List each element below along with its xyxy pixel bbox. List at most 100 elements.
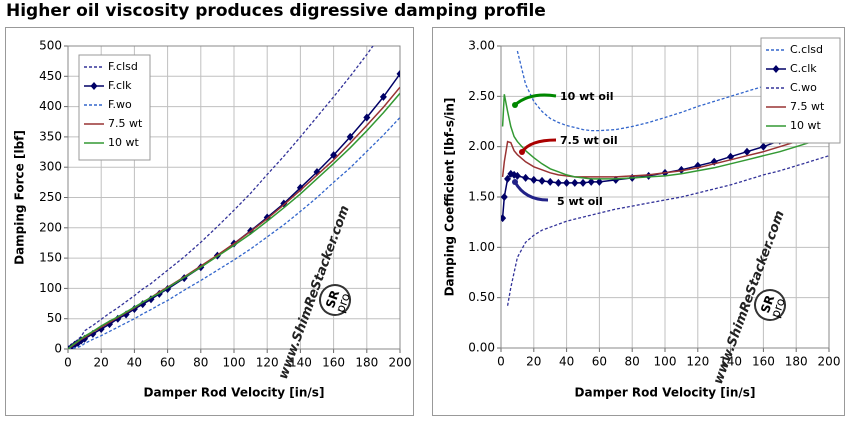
y-axis-label: Damping Coefficient [lbf-s/in] [443, 98, 457, 297]
x-tick-label: 100 [654, 355, 677, 369]
watermark-mark: SR [323, 288, 342, 310]
y-tick-label: 2.00 [468, 139, 495, 153]
y-tick-label: 2.50 [468, 89, 495, 103]
x-tick-label: 140 [289, 356, 312, 370]
data-point [507, 169, 515, 178]
page-title: Higher oil viscosity produces digressive… [6, 1, 546, 21]
legend-label: C.clsd [790, 43, 823, 56]
data-point [595, 177, 603, 186]
data-point [612, 175, 620, 184]
watermark-badge [754, 289, 786, 321]
y-tick-label: 300 [39, 160, 62, 174]
plot-frame [67, 45, 401, 350]
data-point [677, 165, 685, 174]
data-point [554, 178, 562, 187]
data-point [501, 214, 507, 223]
y-tick-label: 50 [47, 311, 62, 325]
x-tick-label: 0 [64, 356, 72, 370]
x-axis-label: Damper Rod Velocity [in/s] [144, 386, 325, 400]
data-point [645, 171, 653, 180]
data-point [363, 113, 371, 122]
data-point [538, 176, 546, 185]
x-tick-label: 200 [389, 356, 412, 370]
series-line [68, 86, 400, 349]
x-tick-label: 120 [686, 355, 709, 369]
data-point [513, 171, 521, 180]
legend-label: 7.5 wt [790, 100, 825, 113]
x-tick-label: 60 [160, 356, 175, 370]
annotation-head [512, 179, 518, 185]
annotation-arrow [513, 181, 549, 202]
series-line [516, 50, 829, 132]
legend-marker [90, 82, 98, 90]
legend-label: 10 wt [790, 119, 821, 132]
y-tick-label: 500 [39, 39, 62, 53]
data-point [743, 147, 751, 156]
series-group [68, 46, 400, 349]
x-tick-label: 0 [497, 355, 505, 369]
x-tick-label: 200 [818, 355, 841, 369]
watermark-mark: SR [758, 293, 777, 315]
y-tick-label: 100 [39, 281, 62, 295]
data-point [759, 142, 767, 151]
x-tick-label: 140 [719, 355, 742, 369]
data-point [504, 174, 512, 183]
x-tick-label: 40 [127, 356, 142, 370]
y-tick-label: 450 [39, 69, 62, 83]
series-line [68, 92, 400, 349]
data-point [396, 69, 400, 78]
data-point [546, 177, 554, 186]
x-tick-label: 180 [355, 356, 378, 370]
watermark-sub: pro [333, 291, 353, 314]
annotation-arrow [514, 93, 557, 107]
x-tick-label: 60 [592, 355, 607, 369]
x-tick-label: 20 [526, 355, 541, 369]
x-tick-label: 80 [625, 355, 640, 369]
data-point [563, 178, 571, 187]
y-tick-label: 0.50 [468, 290, 495, 304]
y-tick-label: 3.00 [468, 39, 495, 53]
data-point [139, 300, 147, 309]
legend-label: F.clsd [108, 60, 138, 73]
y-tick-label: 1.00 [468, 240, 495, 254]
legend-label: C.wo [790, 81, 817, 94]
legend-box [78, 54, 151, 161]
watermark-sub: pro [768, 296, 788, 319]
x-tick-label: 120 [256, 356, 279, 370]
legend-label: F.clk [108, 79, 132, 92]
legend-label: F.wo [108, 98, 132, 111]
chart-panel [5, 27, 414, 416]
annotation: 5 wt oil [557, 195, 603, 208]
y-tick-label: 250 [39, 190, 62, 204]
data-point [530, 175, 538, 184]
legend-label: C.clk [790, 62, 817, 75]
annotation: 10 wt oil [560, 90, 614, 103]
data-point [379, 92, 387, 101]
y-axis-label: Damping Force [lbf] [13, 130, 27, 265]
series-line [68, 117, 400, 349]
series-line [68, 46, 374, 349]
annotation: 7.5 wt oil [560, 134, 618, 147]
x-axis-label: Damper Rod Velocity [in/s] [575, 386, 756, 400]
x-tick-label: 20 [94, 356, 109, 370]
data-point [579, 178, 587, 187]
data-point [501, 193, 508, 201]
y-tick-label: 150 [39, 251, 62, 265]
annotation-head [519, 149, 525, 155]
legend-marker [772, 65, 780, 73]
watermark-badge [319, 284, 351, 317]
legend-label: 10 wt [108, 136, 139, 149]
series-line [501, 129, 829, 178]
x-tick-label: 180 [785, 355, 808, 369]
data-point [296, 183, 304, 192]
y-tick-label: 200 [39, 220, 62, 234]
series-line [501, 94, 829, 180]
x-tick-label: 100 [223, 356, 246, 370]
y-tick-label: 0 [54, 342, 62, 356]
y-tick-label: 400 [39, 99, 62, 113]
data-point [522, 173, 530, 182]
x-tick-label: 160 [322, 356, 345, 370]
x-tick-label: 80 [193, 356, 208, 370]
y-tick-label: 350 [39, 129, 62, 143]
